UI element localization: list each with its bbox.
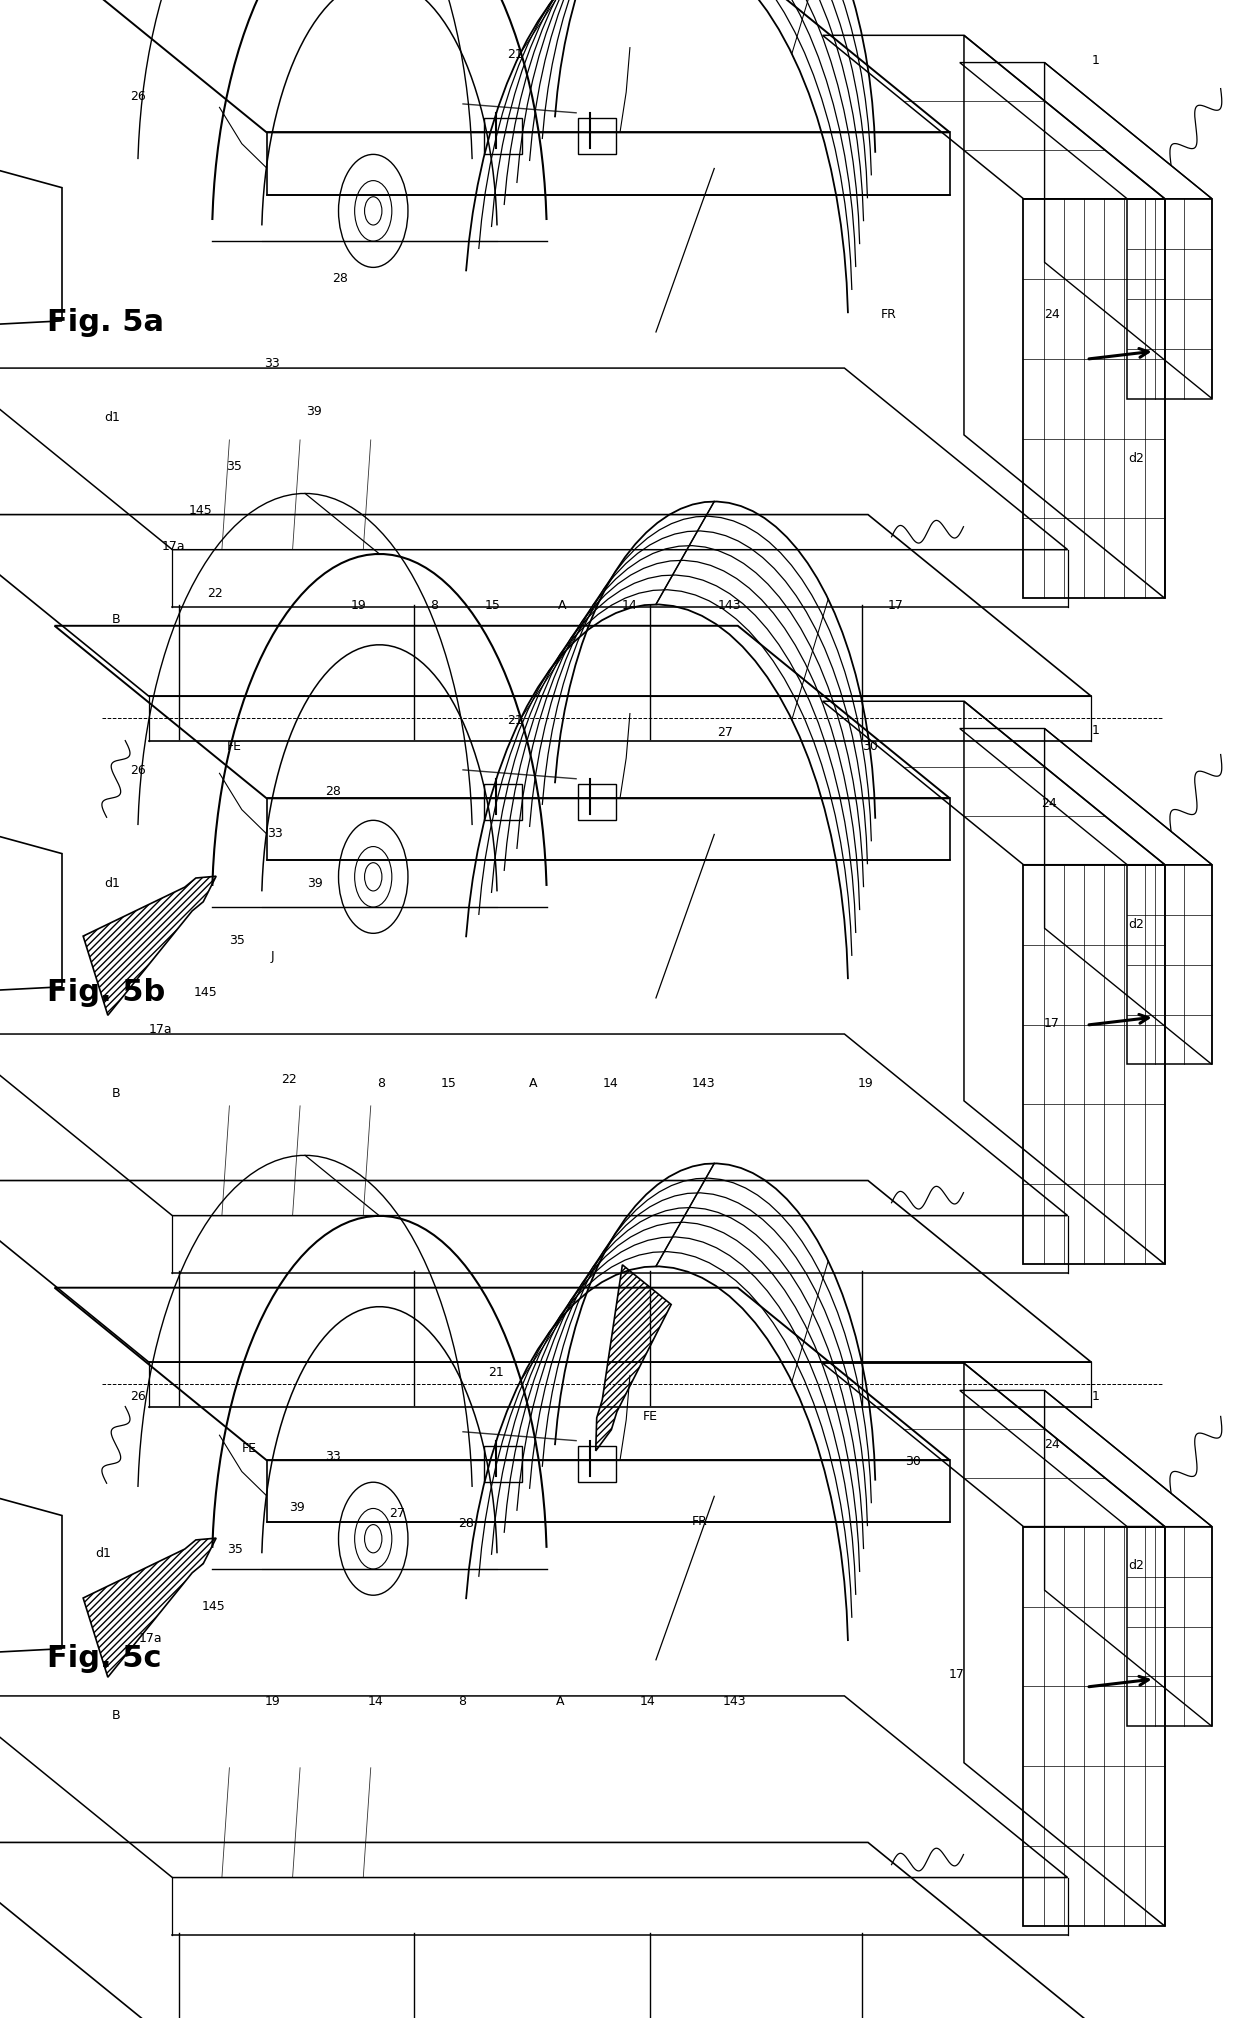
Text: 145: 145 — [188, 504, 212, 517]
Text: d2: d2 — [1128, 1560, 1145, 1572]
Text: B: B — [112, 1709, 120, 1721]
Text: A: A — [558, 599, 565, 611]
Text: 14: 14 — [622, 599, 637, 611]
Text: d2: d2 — [1128, 452, 1145, 464]
Text: 30: 30 — [862, 741, 878, 753]
Text: 28: 28 — [325, 785, 341, 797]
Text: 17: 17 — [888, 599, 903, 611]
Text: 17: 17 — [1044, 1017, 1060, 1029]
Text: 8: 8 — [430, 599, 438, 611]
Text: J: J — [270, 950, 274, 963]
Text: 14: 14 — [368, 1695, 383, 1707]
Text: d1: d1 — [104, 412, 120, 424]
Text: 17a: 17a — [139, 1633, 162, 1645]
Text: 39: 39 — [306, 406, 322, 418]
Text: A: A — [557, 1695, 564, 1707]
Text: 143: 143 — [717, 599, 742, 611]
Text: 21: 21 — [507, 48, 522, 61]
Text: 14: 14 — [640, 1695, 655, 1707]
Text: 22: 22 — [207, 587, 223, 599]
Text: d2: d2 — [1128, 918, 1145, 930]
Text: 26: 26 — [130, 91, 146, 103]
Text: 145: 145 — [193, 987, 217, 999]
Text: 22: 22 — [281, 1074, 296, 1086]
Text: FE: FE — [242, 1443, 257, 1455]
Text: 21: 21 — [489, 1366, 503, 1378]
Text: 26: 26 — [130, 765, 146, 777]
Text: d1: d1 — [95, 1548, 112, 1560]
Text: B: B — [112, 1088, 120, 1100]
Text: 19: 19 — [351, 599, 366, 611]
Text: 15: 15 — [485, 599, 500, 611]
Text: Fig. 5c: Fig. 5c — [47, 1645, 161, 1673]
Text: Fig. 5b: Fig. 5b — [47, 979, 165, 1007]
Text: 17: 17 — [949, 1669, 965, 1681]
Text: 143: 143 — [691, 1078, 715, 1090]
Text: 35: 35 — [227, 1544, 243, 1556]
Text: 39: 39 — [308, 878, 324, 890]
Text: 15: 15 — [441, 1078, 456, 1090]
Text: 19: 19 — [858, 1078, 873, 1090]
Text: 17a: 17a — [161, 541, 185, 553]
Text: 14: 14 — [603, 1078, 618, 1090]
Text: 26: 26 — [130, 1390, 146, 1403]
Text: 35: 35 — [226, 460, 242, 472]
Text: 21: 21 — [507, 714, 522, 726]
Text: 19: 19 — [265, 1695, 280, 1707]
Text: 24: 24 — [1044, 309, 1060, 321]
Text: 1: 1 — [1091, 724, 1099, 737]
Text: 39: 39 — [289, 1501, 305, 1514]
Text: 1: 1 — [1091, 1390, 1099, 1403]
Text: 143: 143 — [722, 1695, 746, 1707]
Text: 8: 8 — [459, 1695, 466, 1707]
Text: 145: 145 — [202, 1600, 226, 1612]
Text: 33: 33 — [325, 1451, 341, 1463]
Text: 35: 35 — [229, 934, 246, 946]
Text: 33: 33 — [267, 827, 283, 839]
Text: 24: 24 — [1042, 797, 1058, 809]
Text: 28: 28 — [459, 1518, 474, 1530]
Text: FE: FE — [227, 741, 242, 753]
Text: d1: d1 — [104, 878, 120, 890]
Text: 1: 1 — [1091, 54, 1099, 67]
Text: B: B — [112, 613, 120, 626]
Text: 27: 27 — [389, 1507, 404, 1520]
Text: A: A — [529, 1078, 537, 1090]
Text: 27: 27 — [717, 726, 733, 739]
Text: FR: FR — [692, 1516, 708, 1528]
Text: FR: FR — [880, 309, 897, 321]
Text: 17a: 17a — [149, 1023, 172, 1035]
Text: 8: 8 — [377, 1078, 384, 1090]
Text: 33: 33 — [264, 357, 280, 369]
Text: Fig. 5a: Fig. 5a — [47, 309, 164, 337]
Text: 24: 24 — [1044, 1439, 1060, 1451]
Text: 30: 30 — [905, 1455, 921, 1467]
Text: 28: 28 — [332, 272, 348, 285]
Text: FE: FE — [642, 1411, 657, 1423]
